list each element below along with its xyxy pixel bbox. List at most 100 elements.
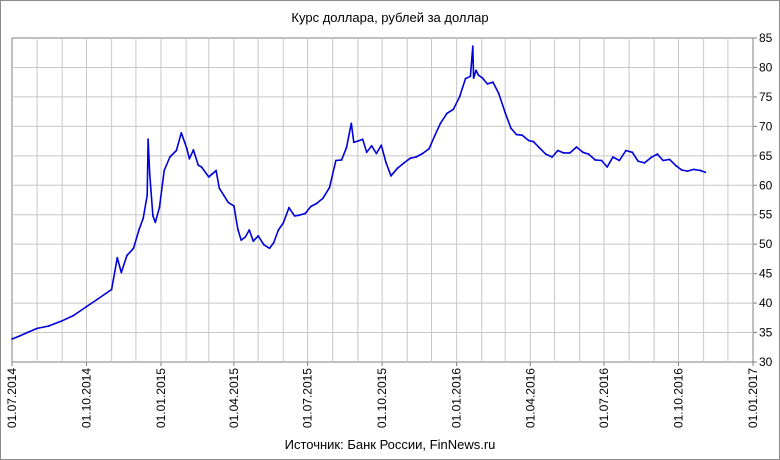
data-point	[686, 170, 689, 173]
data-point	[297, 214, 300, 217]
y-axis-ticks: 30 35 40 45 50 55 60 65 70 75 80 85	[753, 31, 773, 369]
data-point	[538, 146, 541, 149]
y-tick-label: 70	[759, 119, 773, 133]
data-point	[469, 75, 472, 78]
data-point	[293, 215, 296, 217]
data-point	[562, 151, 565, 154]
x-tick-label: 01.10.2014	[80, 368, 94, 428]
data-point	[668, 158, 671, 161]
data-point	[428, 147, 430, 150]
data-point	[282, 222, 285, 224]
y-tick-label: 60	[759, 178, 773, 192]
data-point	[403, 161, 405, 164]
data-point	[309, 205, 312, 208]
data-point	[497, 92, 500, 95]
data-point	[120, 271, 123, 274]
data-point	[600, 159, 603, 162]
data-point	[492, 81, 494, 84]
data-point	[675, 164, 677, 167]
data-point	[148, 172, 151, 175]
y-tick-label: 35	[759, 326, 773, 340]
data-point	[268, 247, 271, 250]
data-point	[186, 147, 188, 150]
data-point	[154, 221, 157, 224]
data-point	[415, 156, 418, 158]
data-point	[175, 149, 178, 152]
data-point	[472, 77, 475, 79]
data-point	[126, 254, 128, 257]
data-point	[350, 122, 353, 125]
data-point	[475, 69, 477, 72]
data-point	[211, 173, 213, 175]
data-point	[237, 228, 239, 231]
data-point	[192, 149, 195, 151]
data-point	[345, 146, 348, 149]
data-point	[551, 156, 554, 158]
data-point	[11, 338, 13, 340]
data-point	[169, 156, 171, 158]
data-point	[439, 122, 442, 125]
x-tick-label: 01.01.2017	[746, 368, 760, 428]
data-point	[532, 140, 535, 143]
series-group	[11, 45, 707, 340]
y-tick-label: 45	[759, 267, 773, 281]
data-point	[582, 151, 584, 154]
data-point	[197, 164, 200, 167]
data-point	[215, 169, 217, 172]
data-point	[72, 314, 75, 317]
data-point	[385, 161, 388, 164]
data-point	[637, 160, 639, 163]
data-point	[569, 151, 571, 154]
data-point	[36, 327, 39, 330]
data-point	[618, 159, 621, 162]
data-point	[471, 45, 474, 48]
data-point	[509, 127, 512, 130]
data-point	[464, 77, 467, 80]
x-tick-label: 01.07.2016	[597, 368, 611, 428]
data-point	[692, 168, 695, 171]
data-point	[200, 166, 203, 168]
data-point	[521, 134, 524, 137]
y-tick-label: 40	[759, 296, 773, 310]
data-point	[47, 325, 50, 327]
data-point	[370, 144, 373, 147]
x-tick-label: 01.01.2016	[450, 368, 464, 428]
data-point	[110, 288, 113, 291]
x-tick-label: 01.10.2016	[671, 368, 685, 428]
data-point	[262, 243, 265, 246]
data-point	[352, 141, 355, 144]
data-point	[445, 112, 448, 115]
grid-horizontal	[12, 66, 753, 334]
data-point	[146, 194, 149, 197]
data-point	[180, 131, 183, 134]
data-point	[138, 228, 141, 231]
data-point	[142, 217, 145, 220]
data-point	[421, 152, 424, 155]
y-tick-label: 75	[759, 90, 773, 104]
data-point	[452, 108, 455, 111]
data-point	[656, 153, 659, 155]
data-point	[315, 202, 318, 205]
data-point	[277, 229, 280, 231]
data-point	[515, 133, 518, 136]
source-note: Источник: Банк России, FinNews.ru	[284, 437, 496, 452]
data-point	[96, 298, 99, 300]
data-point	[650, 156, 652, 159]
data-point	[252, 240, 255, 243]
y-tick-label: 85	[759, 31, 773, 45]
x-tick-label: 01.07.2015	[301, 368, 315, 428]
data-point	[257, 235, 260, 237]
data-point	[328, 186, 331, 189]
data-point	[575, 146, 578, 148]
data-point	[132, 247, 135, 250]
data-point	[356, 140, 359, 142]
data-point	[116, 256, 119, 259]
data-point	[232, 204, 235, 207]
data-point	[409, 157, 412, 160]
data-point	[288, 206, 290, 209]
data-point	[244, 236, 247, 239]
y-tick-label: 80	[759, 60, 773, 74]
data-point	[699, 169, 702, 172]
data-point	[631, 151, 634, 154]
